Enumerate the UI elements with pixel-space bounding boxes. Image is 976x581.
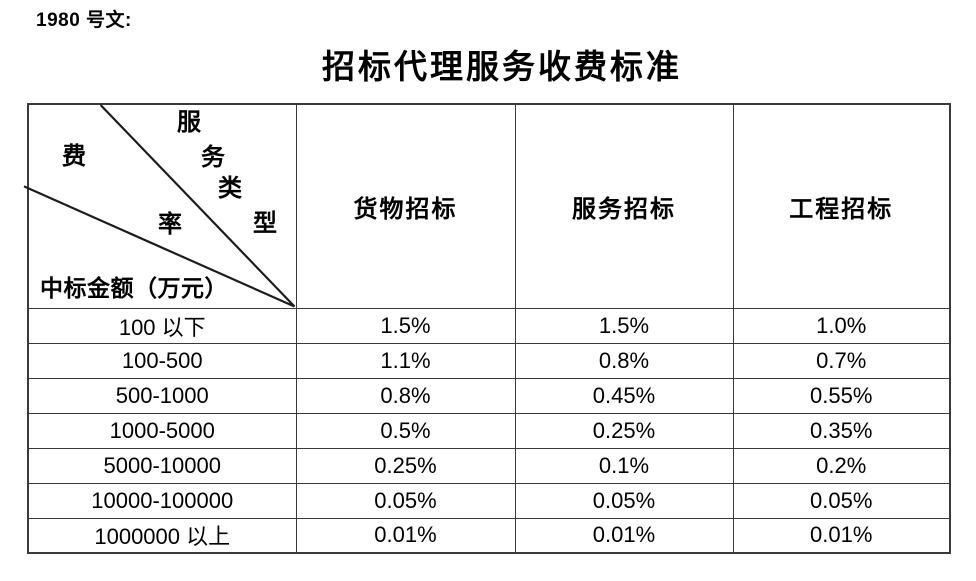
rate-cell: 0.25% [514,412,734,449]
table-row: 1000-5000 0.5% 0.25% 0.35% [27,412,951,449]
row-axis-label: 中标金额（万元） [40,275,228,301]
rate-cell: 0.05% [732,482,951,519]
page-title: 招标代理服务收费标准 [322,50,682,86]
table-row: 100-500 1.1% 0.8% 0.7% [27,342,951,379]
rate-cell: 0.25% [295,447,516,484]
rate-cell: 0.05% [514,482,734,519]
table-row: 1000000 以上 0.01% 0.01% 0.01% [27,517,951,554]
table-header-row: 服 费 务 类 率 型 中标金额（万元） 货物招标 服务招标 工程招标 [23,103,951,309]
row-label: 1000000 以上 [27,517,297,554]
diagonal-header-cell: 服 费 务 类 率 型 中标金额（万元） [23,103,297,309]
corner-char-rate: 率 [158,212,182,238]
rate-cell: 0.2% [732,447,951,484]
rate-cell: 0.1% [514,447,734,484]
rate-cell: 1.5% [514,307,734,344]
doc-ref-label: 1980 号文: [36,10,132,31]
table-row: 10000-100000 0.05% 0.05% 0.05% [27,482,951,519]
row-label: 100 以下 [27,307,297,344]
rate-cell: 0.01% [732,517,951,554]
row-label: 1000-5000 [27,412,297,449]
diagonal-lines [23,104,296,308]
rate-cell: 0.8% [514,342,734,379]
fee-standard-table: 服 费 务 类 率 型 中标金额（万元） 货物招标 服务招标 工程招标 100 … [23,103,951,554]
corner-char-type-3: 类 [218,176,242,202]
rate-cell: 0.8% [295,377,516,414]
rate-cell: 0.35% [732,412,951,449]
rate-cell: 0.45% [514,377,734,414]
column-header-services: 服务招标 [514,103,734,309]
rate-cell: 1.1% [295,342,516,379]
corner-char-fee: 费 [62,144,86,170]
rate-cell: 1.0% [732,307,951,344]
column-header-goods: 货物招标 [295,103,516,309]
corner-char-type-2: 务 [201,145,225,171]
table-row: 5000-10000 0.25% 0.1% 0.2% [27,447,951,484]
rate-cell: 1.5% [295,307,516,344]
row-label: 500-1000 [27,377,297,414]
rate-cell: 0.5% [295,412,516,449]
row-label: 5000-10000 [27,447,297,484]
row-label: 10000-100000 [27,482,297,519]
corner-char-type-4: 型 [253,211,277,237]
rate-cell: 0.55% [732,377,951,414]
corner-char-type-1: 服 [177,110,201,136]
rate-cell: 0.05% [295,482,516,519]
rate-cell: 0.01% [295,517,516,554]
rate-cell: 0.01% [514,517,734,554]
column-header-works: 工程招标 [732,103,951,309]
row-label: 100-500 [27,342,297,379]
table-row: 100 以下 1.5% 1.5% 1.0% [27,307,951,344]
rate-cell: 0.7% [732,342,951,379]
table-row: 500-1000 0.8% 0.45% 0.55% [27,377,951,414]
